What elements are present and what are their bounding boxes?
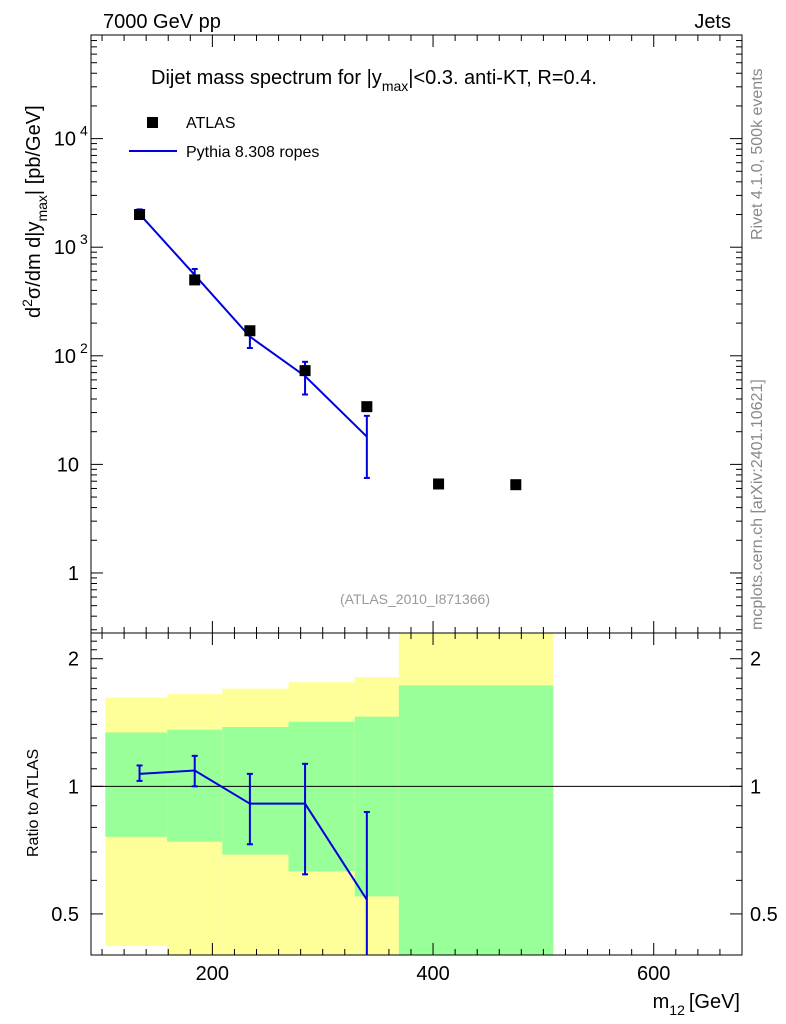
ratio-tick-label-left: 0.5 bbox=[51, 904, 79, 926]
ratio-tick-label-right: 0.5 bbox=[750, 904, 778, 926]
main-series bbox=[134, 208, 522, 491]
ratio-plot-frame bbox=[90, 632, 743, 956]
y-tick-label-exponent: 4 bbox=[80, 123, 88, 139]
atlas-data-point bbox=[433, 478, 445, 490]
rivet-label: Rivet 4.1.0, 500k events bbox=[749, 68, 766, 240]
atlas-data-point bbox=[189, 274, 201, 286]
atlas-data-point bbox=[299, 365, 311, 377]
ratio-series bbox=[136, 754, 370, 955]
ratio-band-green-5 bbox=[398, 685, 554, 955]
analysis-id: (ATLAS_2010_I871366) bbox=[340, 591, 490, 607]
legend: ATLAS Pythia 8.308 ropes bbox=[129, 115, 319, 161]
x-tick-label: 400 bbox=[416, 963, 449, 985]
y-tick-label-exponent: 2 bbox=[80, 340, 88, 356]
y-tick-label-exponent: 3 bbox=[80, 231, 88, 247]
x-axis-label: m12 [GeV] bbox=[653, 991, 740, 1018]
legend-pythia-label: Pythia 8.308 ropes bbox=[186, 144, 319, 161]
y-tick-label: 10 bbox=[57, 454, 79, 476]
atlas-data-point bbox=[244, 325, 256, 337]
atlas-data-point bbox=[134, 209, 146, 221]
y-tick-label: 10 bbox=[54, 237, 76, 259]
x-tick-label: 200 bbox=[196, 963, 229, 985]
mcplots-label: mcplots.cern.ch [arXiv:2401.10621] bbox=[749, 379, 766, 630]
ratio-band-green-0 bbox=[105, 732, 168, 837]
ratio-tick-label-left: 1 bbox=[68, 776, 79, 798]
y-axis-label: d2σ/dm d|ymax| [pb/GeV] bbox=[19, 105, 50, 318]
plot-frames bbox=[90, 34, 743, 956]
y-tick-label: 1 bbox=[68, 563, 79, 585]
ratio-bands bbox=[105, 633, 554, 955]
legend-atlas-label: ATLAS bbox=[186, 115, 236, 132]
chart-title: Dijet mass spectrum for |ymax|<0.3. anti… bbox=[151, 67, 597, 94]
atlas-data-point bbox=[361, 401, 373, 413]
atlas-data-point bbox=[510, 479, 522, 491]
legend-atlas-marker bbox=[147, 117, 158, 128]
y-tick-label: 10 bbox=[54, 346, 76, 368]
ratio-tick-label-right: 1 bbox=[750, 776, 761, 798]
ratio-band-green-4 bbox=[354, 716, 399, 897]
ratio-band-green-2 bbox=[222, 727, 289, 855]
ratio-tick-label-left: 2 bbox=[68, 649, 79, 671]
y-tick-label: 10 bbox=[54, 129, 76, 151]
x-tick-label: 600 bbox=[637, 963, 670, 985]
header-right: Jets bbox=[694, 11, 731, 33]
ratio-tick-label-right: 2 bbox=[750, 649, 761, 671]
header-left: 7000 GeV pp bbox=[103, 11, 221, 33]
ratio-band-green-3 bbox=[288, 721, 355, 872]
ratio-y-axis-label: Ratio to ATLAS bbox=[25, 749, 42, 857]
